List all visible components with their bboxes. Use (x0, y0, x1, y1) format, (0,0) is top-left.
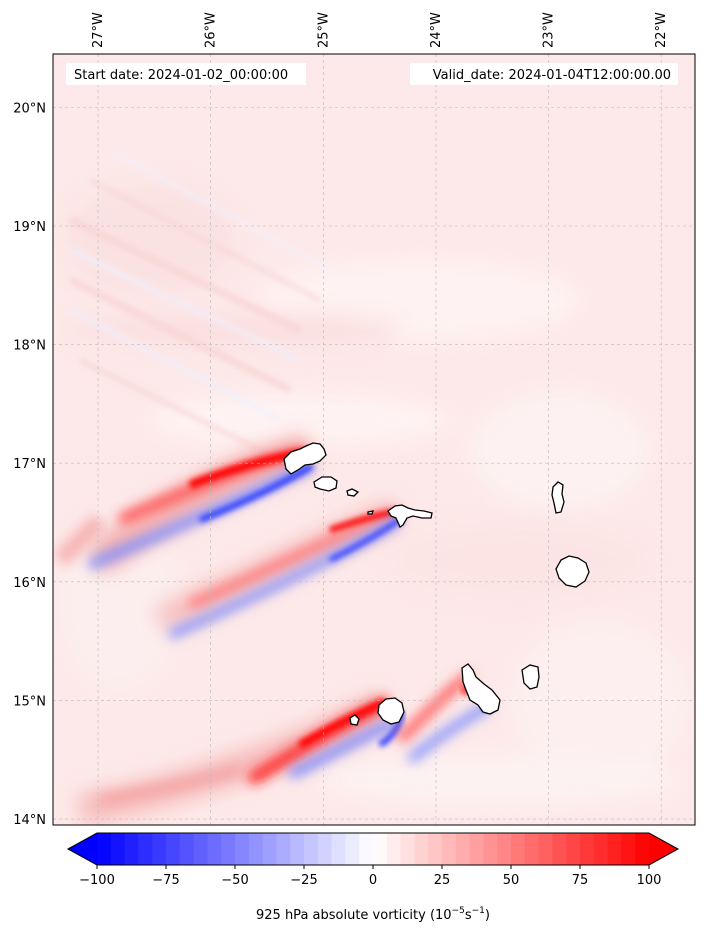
island-santo-antao (283, 442, 327, 475)
colorbar-bin (414, 833, 429, 865)
lon-tick-label: 22°W (654, 12, 669, 48)
background-texture (60, 180, 690, 805)
lon-tick-label: 24°W (429, 12, 444, 48)
colorbar-bin (124, 833, 139, 865)
lat-tick-label: 20°N (13, 101, 46, 116)
lon-tick-labels: 27°W 26°W 25°W 24°W 23°W 22°W (91, 12, 669, 48)
colorbar-bin (304, 833, 319, 865)
colorbar-bin (386, 833, 401, 865)
vorticity-field: Start date: 2024-01-02_00:00:00 Valid_da… (53, 54, 695, 825)
colorbar-bin (345, 833, 360, 865)
colorbar-tick-label: 100 (637, 873, 662, 888)
colorbar-tick-label: −25 (290, 873, 317, 888)
colorbar-bin (635, 833, 650, 865)
colorbar-bin (428, 833, 443, 865)
colorbar-bin (221, 833, 236, 865)
lat-tick-label: 14°N (13, 813, 46, 828)
island-maio (521, 664, 540, 690)
colorbar-bin (248, 833, 263, 865)
colorbar-label: 925 hPa absolute vorticity (10−5s−1) (256, 906, 490, 923)
colorbar-extend-min (68, 833, 97, 865)
island-sao-vicente (313, 476, 338, 492)
lon-tick-label: 23°W (542, 12, 557, 48)
map-frame (52, 53, 696, 826)
colorbar-bin (138, 833, 153, 865)
gridlines (53, 54, 695, 825)
colorbar-bin (400, 833, 415, 865)
map-panel: Start date: 2024-01-02_00:00:00 Valid_da… (13, 12, 696, 828)
colorbar-bin (483, 833, 498, 865)
colorbar-bin (538, 833, 553, 865)
colorbar-bin (317, 833, 332, 865)
lat-tick-label: 17°N (13, 457, 46, 472)
lat-tick-labels: 20°N 19°N 18°N 17°N 16°N 15°N 14°N (13, 101, 46, 828)
colorbar-bin (166, 833, 181, 865)
colorbar-bin (97, 833, 112, 865)
lat-tick-label: 19°N (13, 220, 46, 235)
colorbar-bin (621, 833, 636, 865)
colorbar-bin (469, 833, 484, 865)
colorbar-bin (373, 833, 388, 865)
colorbar-bin (207, 833, 222, 865)
colorbar-bin (593, 833, 608, 865)
colorbar-tick-label: 50 (503, 873, 520, 888)
colorbar-bin (235, 833, 250, 865)
colorbar-tick-label: 75 (572, 873, 589, 888)
colorbar-bin (110, 833, 125, 865)
lon-tick-label: 27°W (91, 12, 106, 48)
colorbar-bin (607, 833, 622, 865)
island-sao-nicolau (387, 504, 433, 528)
lat-tick-label: 16°N (13, 576, 46, 591)
colorbar: −100 −75 −50 −25 0 25 50 75 100 925 hPa absolute… (66, 832, 680, 923)
gravity-wave-stripes (68, 148, 331, 463)
colorbar-bin (262, 833, 277, 865)
colorbar-bin (152, 833, 167, 865)
island-fogo (377, 697, 405, 725)
coastlines (283, 442, 590, 726)
colorbar-bin (179, 833, 194, 865)
island-boa-vista (555, 555, 590, 588)
lat-tick-label: 15°N (13, 694, 46, 709)
island-santiago (461, 663, 501, 715)
colorbar-bins (97, 833, 650, 865)
colorbar-extend-max (649, 833, 678, 865)
colorbar-tick-label: 25 (434, 873, 451, 888)
valid-date-label: Valid_date: 2024-01-04T12:00:00.00 (433, 68, 671, 83)
colorbar-tick-label: −50 (221, 873, 248, 888)
lon-tick-label: 26°W (204, 12, 219, 48)
colorbar-bin (511, 833, 526, 865)
colorbar-bin (524, 833, 539, 865)
colorbar-tick-label: −100 (79, 873, 115, 888)
colorbar-bin (290, 833, 305, 865)
colorbar-bin (331, 833, 346, 865)
island-branco (367, 510, 374, 515)
colorbar-bin (359, 833, 374, 865)
colorbar-bin (497, 833, 512, 865)
wake-middle (154, 500, 404, 640)
colorbar-tick-label: 0 (369, 873, 377, 888)
date-annotations: Start date: 2024-01-02_00:00:00 Valid_da… (66, 63, 678, 85)
colorbar-bin (552, 833, 567, 865)
colorbar-bin (442, 833, 457, 865)
colorbar-ticks: −100 −75 −50 −25 0 25 50 75 100 (79, 865, 661, 888)
colorbar-bin (580, 833, 595, 865)
start-date-label: Start date: 2024-01-02_00:00:00 (74, 68, 288, 83)
colorbar-bin (276, 833, 291, 865)
island-brava (349, 714, 360, 726)
lat-tick-label: 18°N (13, 339, 46, 354)
colorbar-bin (566, 833, 581, 865)
island-santa-luzia (346, 488, 360, 497)
island-sal (551, 481, 565, 514)
colorbar-tick-label: −75 (152, 873, 179, 888)
colorbar-bin (193, 833, 208, 865)
colorbar-bin (455, 833, 470, 865)
lon-tick-label: 25°W (316, 12, 331, 48)
